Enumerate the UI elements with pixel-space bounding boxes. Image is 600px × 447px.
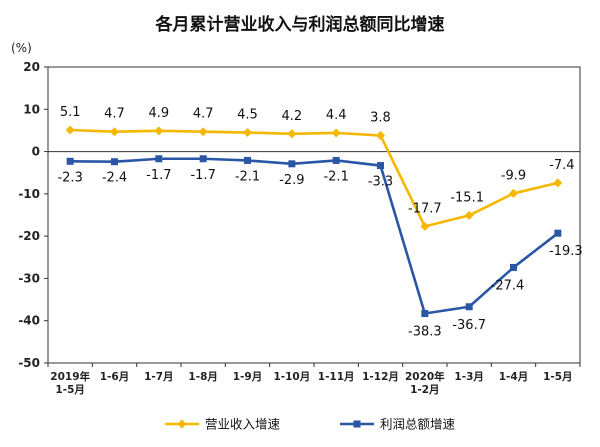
- data-point: [420, 221, 430, 231]
- legend-label: 利润总额增速: [380, 417, 456, 432]
- data-label: -2.1: [235, 169, 260, 184]
- data-point: [66, 157, 74, 165]
- y-tick-label: -10: [18, 187, 40, 201]
- data-label: 4.4: [326, 108, 347, 123]
- x-tick-label: 2019年: [50, 370, 90, 383]
- data-point: [554, 229, 562, 237]
- series-line: [70, 128, 559, 228]
- plot-frame: [47, 66, 581, 364]
- data-label: 4.7: [193, 107, 214, 122]
- x-tick-label: 1-2月: [410, 384, 439, 396]
- data-label: -38.3: [408, 325, 442, 340]
- chart-title: 各月累计营业收入与利润总额同比增速: [155, 14, 445, 35]
- x-tick-label: 1-9月: [233, 371, 262, 383]
- data-point: [65, 125, 75, 135]
- data-point: [465, 303, 473, 311]
- data-label: -2.9: [279, 173, 304, 188]
- x-tick-label: 1-4月: [499, 371, 528, 383]
- data-point: [199, 155, 207, 163]
- data-point: [244, 156, 251, 164]
- data-label: 4.7: [104, 107, 125, 122]
- x-tick-label: 1-11月: [318, 371, 355, 383]
- data-point: [510, 263, 517, 271]
- data-label: 4.9: [148, 106, 169, 121]
- x-tick-label: 2020年: [405, 370, 445, 383]
- data-point: [377, 162, 384, 170]
- y-tick-label: -50: [18, 356, 40, 370]
- x-tick-label: 1-5月: [55, 384, 84, 396]
- legend-marker: [177, 419, 187, 429]
- data-label: 5.1: [60, 105, 81, 120]
- x-tick-label: 1-5月: [543, 371, 572, 383]
- data-label: -2.1: [323, 169, 348, 184]
- y-tick-label: 20: [23, 60, 40, 74]
- data-label: -7.4: [549, 158, 574, 173]
- data-point: [553, 178, 563, 188]
- data-point: [288, 160, 296, 168]
- data-point: [243, 128, 252, 138]
- data-label: 4.2: [281, 109, 302, 124]
- data-label: -17.7: [408, 201, 442, 216]
- x-tick-label: 1-12月: [362, 371, 399, 383]
- data-point: [464, 210, 474, 220]
- data-label: -3.3: [368, 175, 393, 190]
- y-unit-label: (%): [11, 41, 32, 55]
- data-point: [331, 128, 341, 138]
- data-label: 3.8: [370, 111, 391, 126]
- data-label: -2.3: [57, 170, 82, 185]
- series-line: [70, 157, 559, 315]
- data-label: -2.4: [102, 171, 127, 186]
- x-tick-label: 1-10月: [273, 371, 310, 383]
- data-point: [111, 158, 118, 166]
- data-point: [421, 310, 429, 318]
- data-label: -19.3: [549, 244, 583, 259]
- data-point: [155, 155, 163, 163]
- y-tick-label: -20: [18, 229, 40, 243]
- data-label: -27.4: [491, 278, 525, 293]
- data-label: -1.7: [146, 168, 171, 183]
- y-tick-label: 10: [23, 102, 40, 116]
- data-point: [198, 127, 208, 137]
- data-label: -36.7: [452, 318, 486, 333]
- data-label: -1.7: [190, 168, 215, 183]
- data-point: [332, 156, 340, 164]
- x-tick-label: 1-6月: [100, 371, 129, 383]
- y-tick-label: -30: [18, 271, 40, 285]
- x-tick-label: 1-8月: [188, 371, 217, 383]
- legend-marker: [353, 420, 361, 428]
- legend-label: 营业收入增速: [205, 417, 281, 432]
- x-tick-label: 1-3月: [454, 371, 483, 383]
- data-point: [509, 188, 518, 198]
- data-point: [154, 126, 164, 136]
- data-point: [110, 127, 119, 137]
- y-tick-label: -40: [18, 314, 40, 328]
- data-point: [376, 131, 385, 141]
- y-tick-label: 0: [32, 145, 40, 159]
- x-tick-label: 1-7月: [144, 371, 173, 383]
- data-label: -9.9: [501, 168, 526, 183]
- data-label: 4.5: [237, 108, 258, 123]
- data-point: [287, 129, 297, 139]
- data-label: -15.1: [450, 190, 484, 205]
